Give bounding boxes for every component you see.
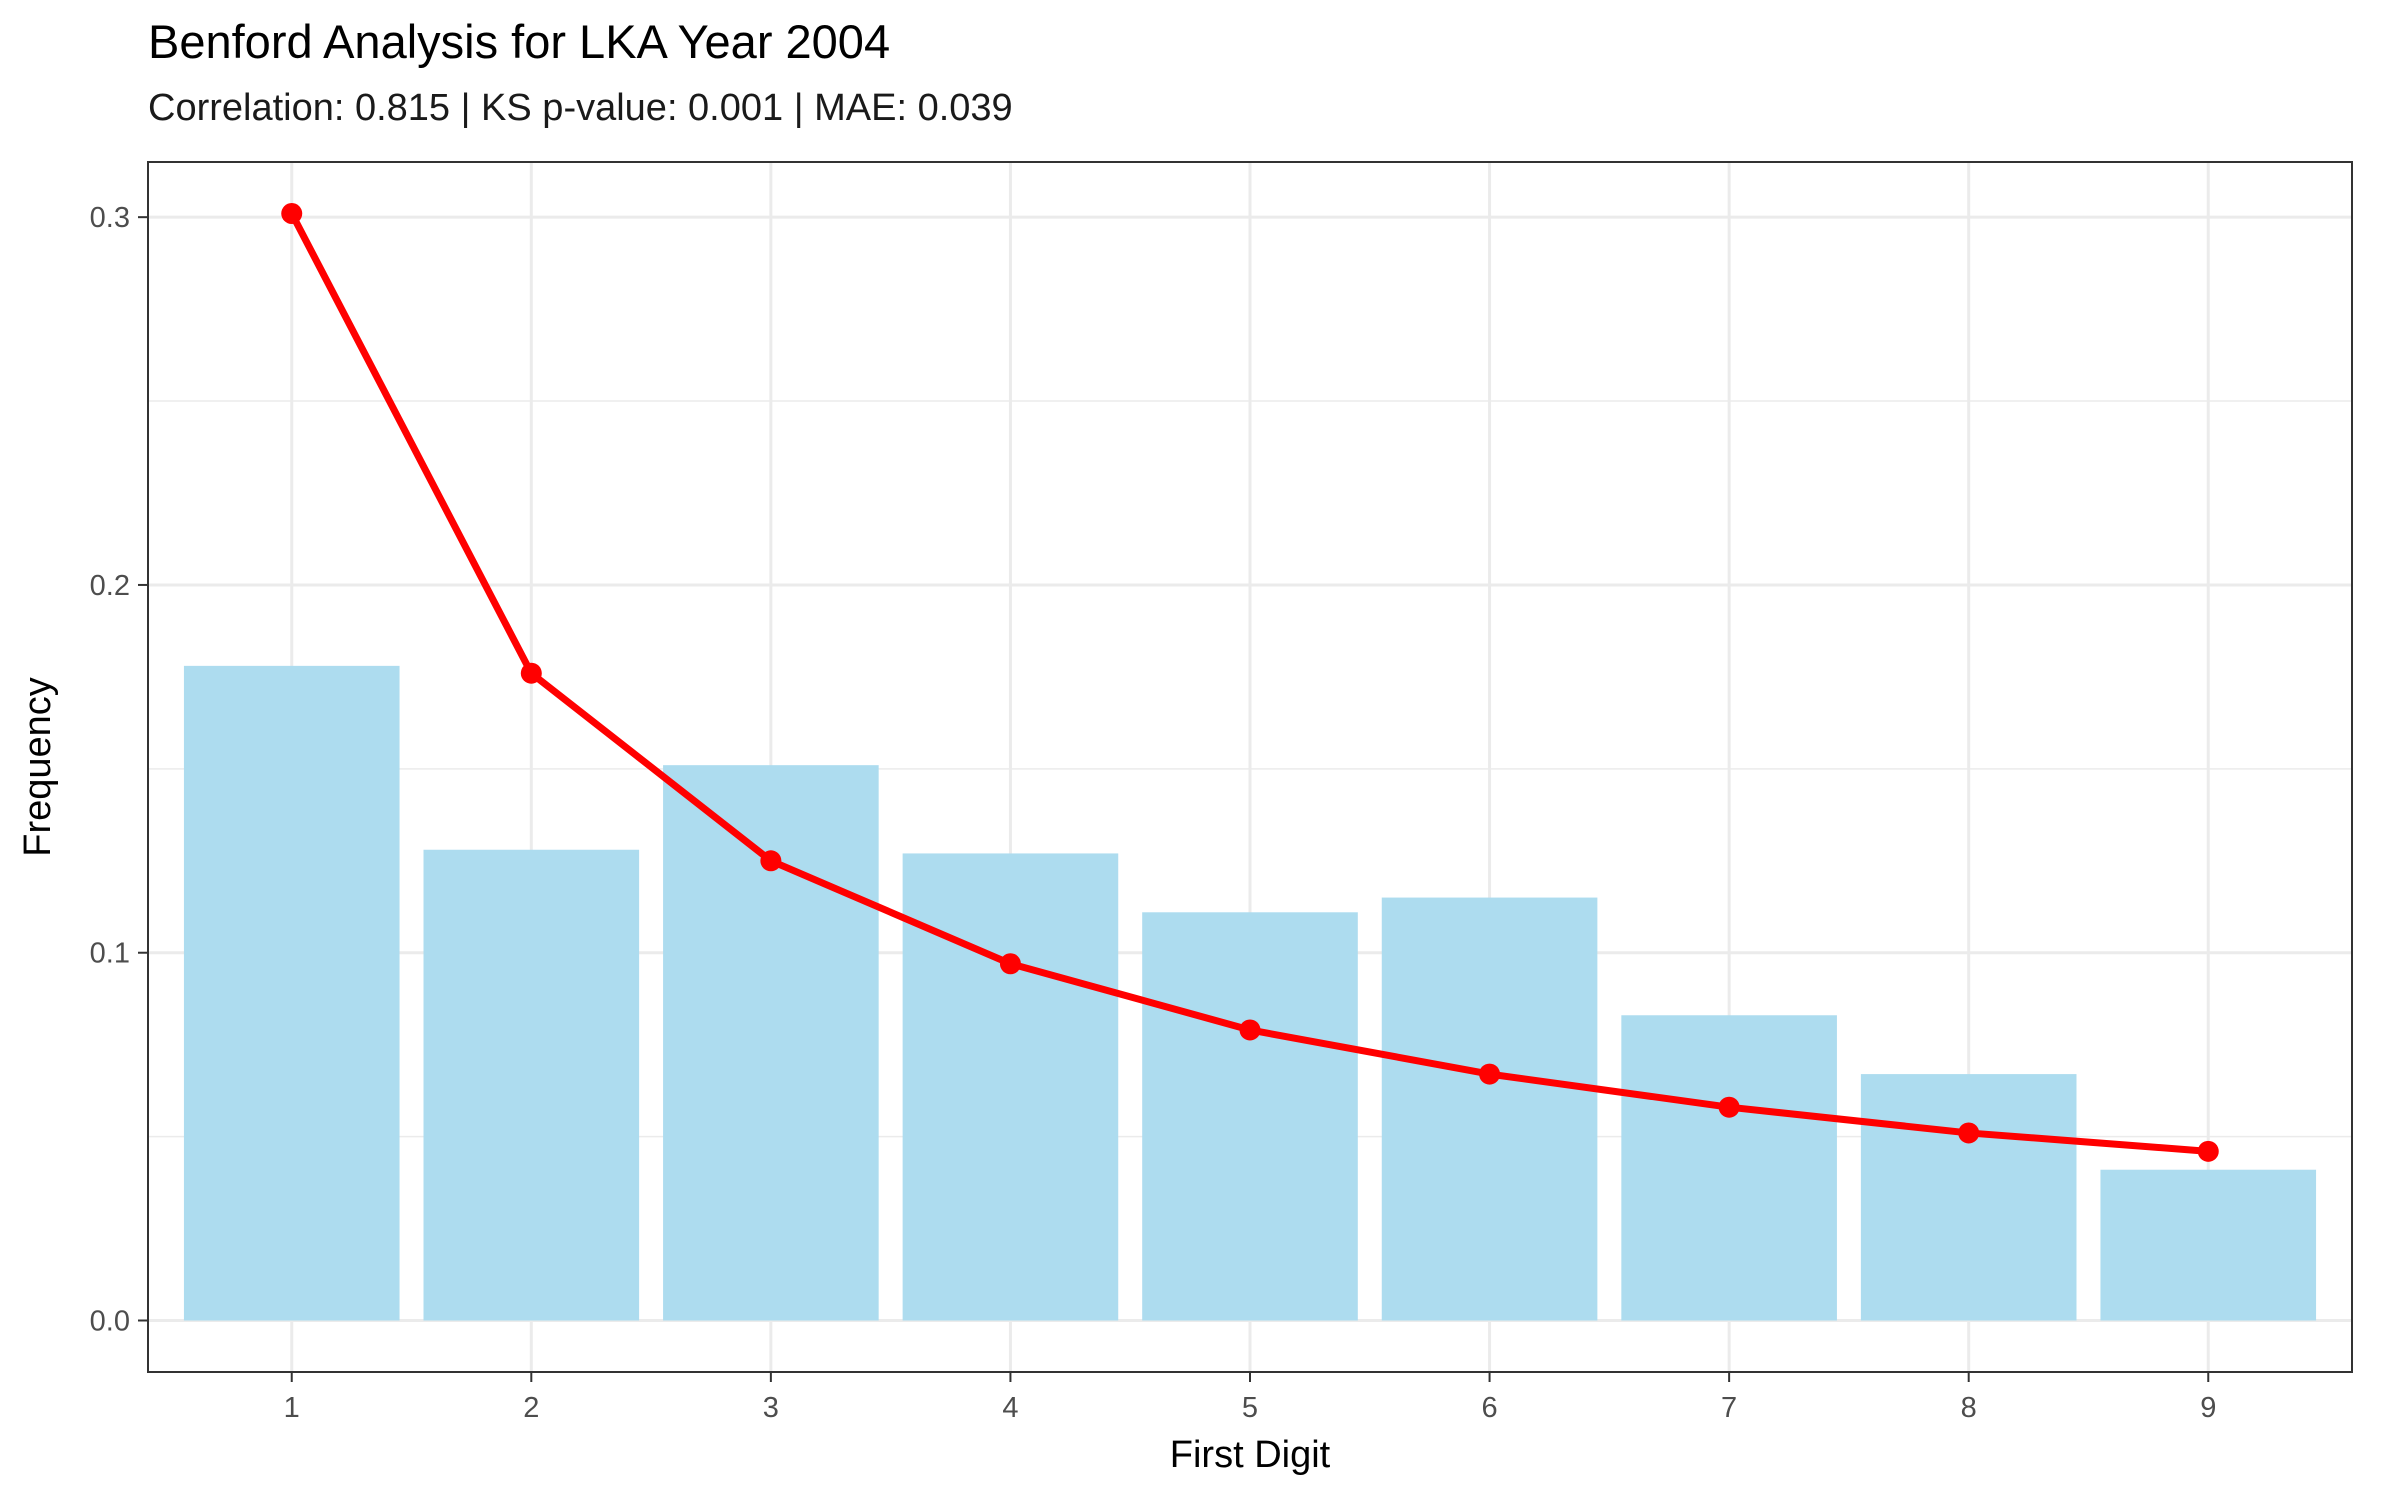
bar	[902, 853, 1119, 1321]
x-tick-label: 8	[1961, 1392, 1977, 1424]
bar	[1142, 912, 1358, 1321]
chart-subtitle: Correlation: 0.815 | KS p-value: 0.001 |…	[148, 87, 1013, 129]
benford-point	[1958, 1122, 1980, 1144]
benford-point	[1718, 1096, 1740, 1118]
benford-point	[999, 953, 1021, 975]
y-tick-label: 0.1	[90, 938, 130, 970]
x-tick-label: 2	[523, 1392, 539, 1424]
x-tick-label: 7	[1721, 1392, 1737, 1424]
y-tick-label: 0.0	[90, 1306, 130, 1338]
benford-point	[2197, 1140, 2219, 1162]
x-tick-label: 4	[1002, 1392, 1018, 1424]
bar	[663, 765, 879, 1321]
bar-series	[183, 665, 2317, 1321]
x-tick-label: 6	[1481, 1392, 1497, 1424]
x-tick-label: 5	[1242, 1392, 1258, 1424]
y-tick-label: 0.2	[90, 570, 130, 602]
axes: 0.0 0.1 0.2 0.3 1 2 3 4 5 6 7 8 9	[90, 202, 2217, 1424]
benford-point	[520, 662, 542, 684]
bar	[1381, 897, 1598, 1321]
bar	[183, 665, 400, 1321]
x-axis-title: First Digit	[1170, 1434, 1331, 1476]
x-tick-label: 1	[284, 1392, 300, 1424]
x-tick-label: 3	[763, 1392, 779, 1424]
benford-point	[760, 850, 782, 872]
x-tick-label: 9	[2200, 1392, 2216, 1424]
bar	[1860, 1074, 2077, 1321]
benford-point	[1239, 1019, 1261, 1041]
benford-point	[281, 202, 303, 224]
y-axis-title: Frequency	[17, 677, 59, 857]
bar	[2100, 1169, 2317, 1321]
bar	[423, 849, 640, 1321]
benford-point	[1479, 1063, 1501, 1085]
chart-title: Benford Analysis for LKA Year 2004	[148, 15, 891, 68]
line-series	[281, 202, 2219, 1162]
bar	[1621, 1015, 1837, 1321]
y-tick-label: 0.3	[90, 202, 130, 234]
